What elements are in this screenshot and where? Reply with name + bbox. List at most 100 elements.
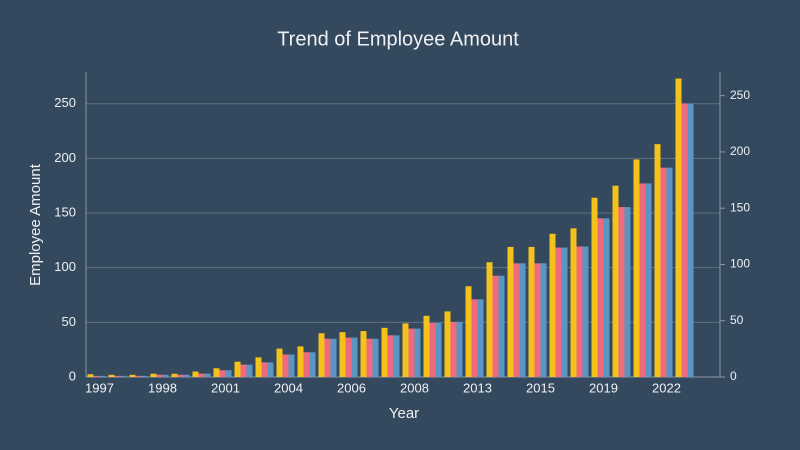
bar [423, 315, 430, 377]
bar [339, 332, 346, 377]
bar [597, 218, 604, 377]
bar [240, 364, 247, 377]
y-axis-title: Employee Amount [27, 163, 44, 286]
bar [507, 246, 514, 377]
bar [498, 275, 505, 377]
bar [225, 370, 232, 377]
bar [324, 338, 331, 377]
bar [255, 357, 262, 377]
bar [303, 352, 310, 377]
bar [171, 373, 178, 377]
bar [429, 322, 436, 377]
bar [135, 375, 142, 377]
y-tick-label: 150 [54, 204, 76, 219]
bar [681, 103, 688, 378]
x-tick-label: 2013 [463, 380, 492, 395]
bar [645, 183, 652, 377]
bar [477, 299, 484, 377]
bar [633, 159, 640, 377]
bar [435, 322, 442, 377]
y2-tick-label: 100 [730, 257, 750, 271]
x-tick-label: 2008 [400, 380, 429, 395]
bar [372, 338, 379, 377]
bar [624, 207, 631, 377]
bar [666, 167, 673, 377]
bar [192, 371, 199, 377]
bar [219, 370, 226, 377]
bar [549, 233, 556, 377]
y2-tick-label: 0 [730, 369, 737, 383]
bar [393, 335, 400, 377]
x-tick-label: 2019 [589, 380, 618, 395]
y-tick-label: 250 [54, 95, 76, 110]
bar [156, 374, 163, 377]
y-tick-label: 0 [69, 368, 76, 383]
bar [204, 373, 211, 377]
bar [492, 275, 499, 377]
bar [570, 228, 577, 377]
bar [330, 338, 337, 377]
bar [93, 375, 100, 377]
bar [387, 335, 394, 377]
bar [282, 354, 289, 377]
bar [177, 374, 184, 377]
y2-tick-label: 150 [730, 200, 750, 214]
x-tick-label: 1998 [148, 380, 177, 395]
bar [402, 323, 409, 377]
x-tick-label: 1997 [85, 380, 114, 395]
bar [450, 321, 457, 377]
bar [408, 328, 415, 377]
y2-tick-label: 250 [730, 88, 750, 102]
bar [465, 286, 472, 377]
bar [366, 338, 373, 377]
bar [561, 247, 568, 377]
x-axis-title: Year [389, 405, 419, 422]
bar [660, 167, 667, 377]
bar [603, 218, 610, 377]
bar [99, 375, 106, 377]
bar [471, 299, 478, 377]
bar [297, 346, 304, 377]
bar [276, 348, 283, 377]
bar [654, 144, 661, 377]
bar [87, 374, 94, 377]
bar [150, 373, 157, 377]
bar [234, 361, 241, 377]
bar [687, 103, 694, 378]
bar [108, 374, 115, 377]
bar [345, 337, 352, 377]
bar [486, 262, 493, 377]
y-tick-label: 50 [62, 314, 76, 329]
bar [675, 78, 682, 377]
y2-tick-label: 200 [730, 144, 750, 158]
bar [114, 375, 121, 377]
y2-tick-label: 50 [730, 313, 744, 327]
bar [540, 263, 547, 377]
bar [183, 374, 190, 377]
bar [519, 263, 526, 377]
bar [246, 364, 253, 377]
bar [120, 375, 127, 377]
bar [381, 327, 388, 377]
bar [162, 374, 169, 377]
bar [309, 352, 316, 377]
bar [456, 321, 463, 377]
bar [267, 362, 274, 377]
bar [513, 263, 520, 377]
bar [288, 354, 295, 377]
bar [534, 263, 541, 377]
bar [261, 362, 268, 377]
x-tick-label: 2004 [274, 380, 303, 395]
bar [555, 247, 562, 377]
bar [576, 246, 583, 377]
bar [141, 375, 148, 377]
bar [351, 337, 358, 377]
y-tick-label: 200 [54, 150, 76, 165]
bar [318, 333, 325, 377]
x-tick-label: 2015 [526, 380, 555, 395]
bar [612, 185, 619, 377]
x-tick-label: 2006 [337, 380, 366, 395]
x-tick-label: 2022 [652, 380, 681, 395]
bar [639, 183, 646, 377]
bar [591, 197, 598, 377]
